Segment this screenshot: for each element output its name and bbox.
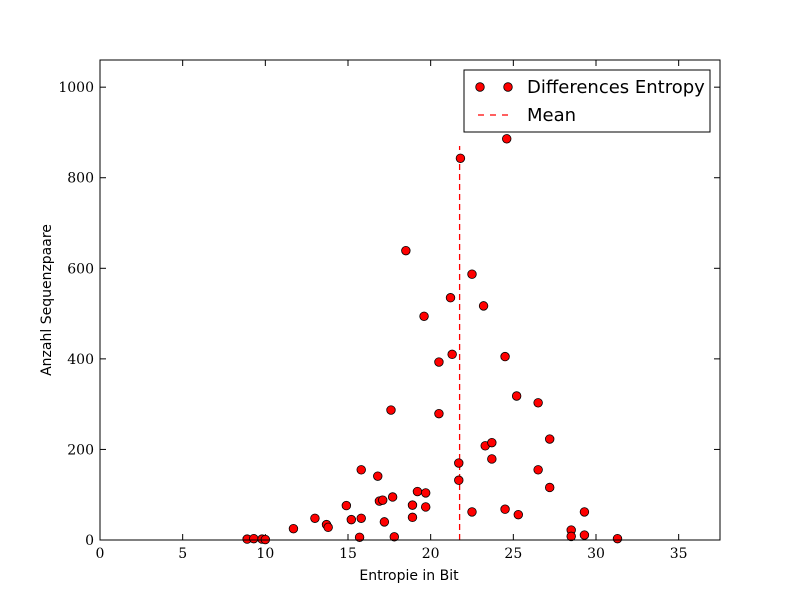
data-point [356, 513, 366, 523]
legend: Differences Entropy Mean [463, 69, 711, 133]
axes-group: 0 5 10 15 20 25 30 35 0 200 400 600 800 1000 [58, 60, 720, 562]
data-point [412, 486, 423, 497]
data-point [445, 293, 456, 303]
x-tick-label: 35 [670, 546, 688, 562]
legend-marker [503, 82, 513, 92]
legend-marker [475, 82, 485, 92]
data-point [401, 245, 411, 256]
x-tick-label: 10 [256, 546, 274, 562]
data-point [379, 517, 390, 527]
data-point [354, 532, 365, 542]
data-point [502, 134, 512, 144]
y-tick-label: 0 [85, 533, 94, 549]
data-point [323, 522, 333, 533]
data-point [447, 349, 457, 360]
data-point [378, 495, 388, 505]
data-point [454, 458, 464, 468]
data-point [612, 533, 623, 544]
data-point [386, 405, 396, 415]
data-point [389, 532, 399, 542]
data-point [341, 500, 352, 511]
y-tick-label: 1000 [58, 80, 94, 96]
data-point [487, 454, 497, 464]
data-point [288, 523, 299, 534]
data-points-group [242, 134, 623, 545]
x-tick-label: 20 [422, 546, 440, 562]
data-point [434, 408, 444, 419]
data-point [513, 509, 523, 520]
data-point [579, 530, 590, 540]
data-point [387, 492, 398, 502]
data-point [455, 153, 466, 163]
data-point [421, 502, 431, 512]
data-point [310, 513, 320, 523]
x-tick-label: 30 [587, 546, 605, 562]
data-point [478, 301, 489, 311]
y-tick-label: 600 [67, 261, 94, 277]
x-tick-label: 0 [96, 546, 105, 562]
data-point [500, 504, 510, 514]
data-point [421, 488, 431, 498]
data-point [356, 465, 366, 475]
data-point [533, 465, 543, 475]
x-tick-label: 15 [339, 546, 357, 562]
legend-label-differences-entropy: Differences Entropy [527, 77, 705, 98]
legend-label-mean: Mean [527, 105, 576, 126]
data-point [566, 531, 576, 542]
data-point [545, 434, 555, 444]
x-axis-label: Entropie in Bit [359, 568, 459, 584]
data-point [407, 512, 418, 523]
y-tick-label: 200 [67, 442, 94, 458]
data-point [373, 471, 383, 481]
x-tick-label: 5 [178, 546, 187, 562]
legend-box [463, 69, 711, 133]
data-point [500, 351, 510, 362]
data-point [407, 500, 418, 510]
data-point [434, 357, 444, 367]
data-point [545, 482, 555, 493]
data-point [487, 437, 497, 448]
data-point [579, 507, 590, 517]
data-point [467, 507, 477, 517]
y-tick-label: 800 [67, 171, 94, 187]
y-axis-label: Anzahl Sequenzpaare [39, 224, 55, 376]
data-point [346, 514, 357, 525]
plot-frame [99, 59, 721, 541]
data-point [533, 398, 543, 408]
x-tick-label: 25 [504, 546, 522, 562]
data-point [454, 475, 464, 485]
data-point [419, 311, 429, 322]
data-point [511, 391, 522, 401]
data-point [467, 269, 477, 279]
plot-frame-group [99, 59, 721, 541]
y-tick-label: 400 [67, 352, 94, 368]
data-point [249, 533, 259, 544]
